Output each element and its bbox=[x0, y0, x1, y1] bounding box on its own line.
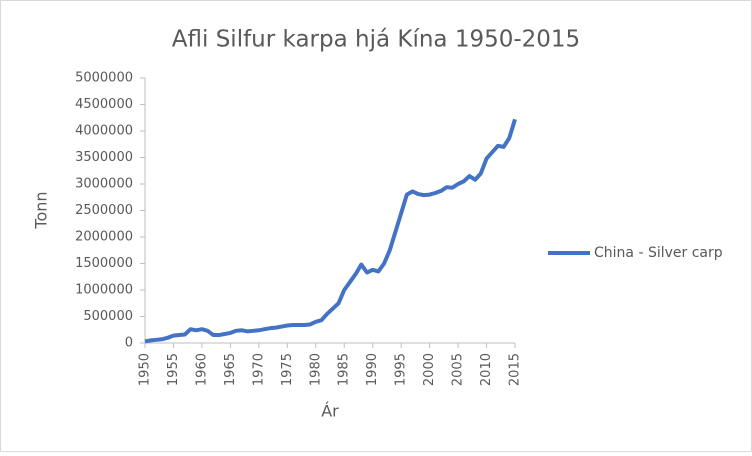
x-tick-label: 1955 bbox=[166, 353, 181, 386]
x-tick-label: 1995 bbox=[394, 353, 409, 386]
x-tick-label: 2000 bbox=[422, 353, 437, 386]
y-tick-label: 1000000 bbox=[75, 283, 133, 298]
y-tick-label: 5000000 bbox=[75, 71, 133, 86]
x-tick-label: 2005 bbox=[451, 353, 466, 386]
data-line bbox=[144, 118, 517, 344]
x-tick-label: 2015 bbox=[508, 353, 523, 386]
chart-title: Afli Silfur karpa hjá Kína 1950-2015 bbox=[172, 27, 580, 53]
x-tick-label: 1960 bbox=[194, 353, 209, 386]
y-tick-label: 4000000 bbox=[75, 124, 133, 139]
x-tick-label: 1970 bbox=[251, 353, 266, 386]
y-tick-label: 3500000 bbox=[75, 150, 133, 165]
x-tick-label: 2010 bbox=[479, 353, 494, 386]
legend-label: China - Silver carp bbox=[594, 245, 723, 261]
x-tick-label: 1980 bbox=[308, 353, 323, 386]
y-tick-label: 500000 bbox=[83, 309, 133, 324]
x-tick-label: 1990 bbox=[365, 353, 380, 386]
x-tick-label: 1975 bbox=[280, 353, 295, 386]
y-tick-label: 1500000 bbox=[75, 256, 133, 271]
y-tick-label: 4500000 bbox=[75, 97, 133, 112]
y-tick-label: 3000000 bbox=[75, 177, 133, 192]
x-axis-title: Ár bbox=[321, 402, 339, 421]
x-tick-label: 1965 bbox=[223, 353, 238, 386]
y-tick-label: 2000000 bbox=[75, 230, 133, 245]
x-tick-label: 1950 bbox=[138, 353, 153, 386]
y-axis-title: Tonn bbox=[32, 191, 51, 229]
y-tick-label: 0 bbox=[125, 336, 133, 351]
y-tick-label: 2500000 bbox=[75, 203, 133, 218]
x-tick-label: 1985 bbox=[337, 353, 352, 386]
